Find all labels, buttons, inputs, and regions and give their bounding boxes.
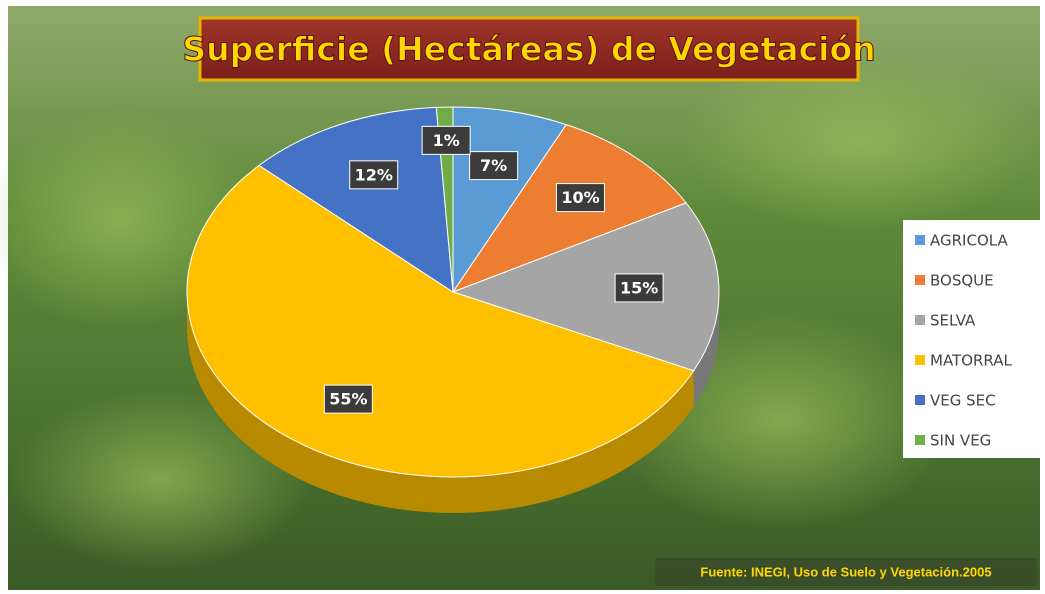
chart: Superficie (Hectáreas) de Vegetación 7% 1… [0, 0, 1045, 594]
legend-swatch [915, 435, 925, 445]
legend-label: MATORRAL [930, 352, 1013, 370]
data-label: 12% [355, 165, 393, 184]
legend-label: AGRICOLA [930, 232, 1008, 250]
data-label: 55% [329, 390, 367, 409]
legend-label: BOSQUE [930, 272, 994, 290]
legend-swatch [915, 355, 925, 365]
legend-swatch [915, 315, 925, 325]
legend-swatch [915, 395, 925, 405]
legend-label: SELVA [930, 312, 976, 330]
pie: 7% 10% 15% 55% 12% 1% [187, 107, 719, 513]
chart-title: Superficie (Hectáreas) de Vegetación [182, 30, 875, 69]
legend-label: SIN VEG [930, 432, 991, 450]
data-label: 10% [561, 188, 599, 207]
page: {"chart_data": {"type": "pie", "title": … [0, 0, 1045, 594]
legend-label: VEG SEC [930, 392, 996, 410]
legend [903, 220, 1040, 458]
legend-swatch [915, 275, 925, 285]
data-label: 1% [433, 131, 460, 150]
data-label: 15% [620, 278, 658, 297]
legend-swatch [915, 235, 925, 245]
data-label: 7% [480, 156, 507, 175]
source-note: Fuente: INEGI, Uso de Suelo y Vegetación… [700, 564, 991, 579]
